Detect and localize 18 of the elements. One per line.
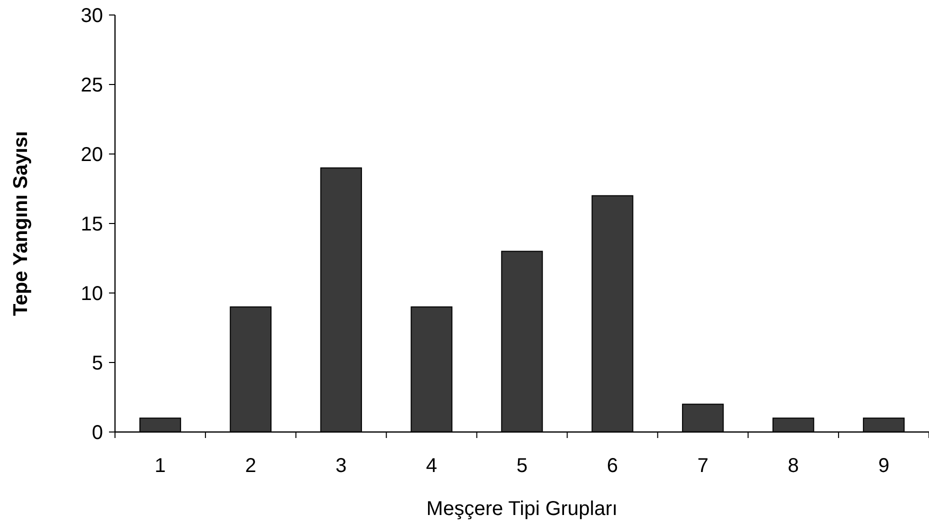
y-tick-label: 30	[80, 5, 103, 27]
x-tick-label: 9	[878, 455, 890, 477]
y-tick-label: 5	[92, 352, 103, 374]
x-tick-label: 3	[336, 455, 347, 477]
y-tick-label: 25	[80, 74, 103, 96]
x-tick-label: 6	[606, 455, 618, 477]
x-tick-label: 2	[245, 455, 256, 477]
x-axis-title: Meşçere Tipi Grupları	[426, 498, 618, 520]
x-tick-label: 1	[154, 455, 166, 477]
y-tick-label: 15	[80, 214, 103, 236]
x-tick-label: 8	[788, 455, 799, 477]
x-tick-label: 4	[426, 455, 438, 477]
y-tick-label: 10	[80, 283, 103, 305]
y-axis-title: Tepe Yangını Sayısı	[10, 131, 32, 316]
y-tick-label: 20	[80, 144, 103, 166]
x-tick-label: 5	[516, 455, 528, 477]
y-tick-label: 0	[92, 422, 103, 444]
x-tick-label: 7	[697, 455, 708, 477]
